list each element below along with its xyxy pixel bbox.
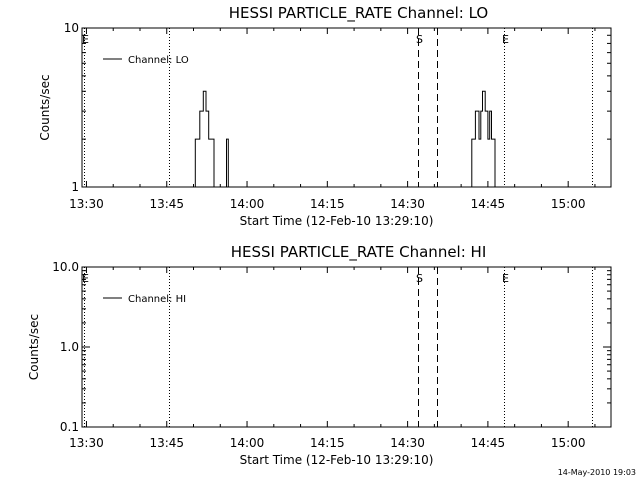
x-tick-label: 13:45: [149, 436, 184, 450]
event-marker-label: S: [416, 33, 423, 46]
legend-label: Channel: HI: [128, 294, 186, 305]
y-tick-label: 10: [64, 21, 79, 35]
series-line: [193, 90, 497, 188]
footer-timestamp: 14-May-2010 19:03: [558, 468, 636, 477]
chart-panel-1: HESSI PARTICLE_RATE Channel: LO 13:30 13:4…: [38, 4, 612, 228]
event-marker-label: S: [416, 272, 423, 285]
event-marker-label: E: [502, 272, 509, 285]
y-tick-label: 10.0: [52, 260, 79, 274]
chart-panel-2: HESSI PARTICLE_RATE Channel: HI 13:30 13:4…: [27, 243, 612, 467]
x-tick-label: 14:15: [310, 197, 345, 211]
event-marker-label: E: [82, 272, 89, 285]
x-tick-label: 15:00: [551, 197, 586, 211]
x-tick-label: 13:30: [69, 197, 104, 211]
event-marker-label: E: [82, 33, 89, 46]
x-tick-label: 14:45: [471, 197, 506, 211]
legend-label: Channel: LO: [128, 55, 189, 66]
x-tick-label: 14:00: [230, 197, 265, 211]
plot-frame: [81, 266, 612, 428]
y-tick-label: 0.1: [60, 420, 79, 434]
x-tick-label: 14:30: [390, 197, 425, 211]
x-tick-label: 14:45: [471, 436, 506, 450]
x-tick-label: 13:45: [149, 197, 184, 211]
x-tick-label: 14:15: [310, 436, 345, 450]
x-tick-label: 15:00: [551, 436, 586, 450]
y-axis-label: Counts/sec: [38, 74, 52, 140]
x-tick-label: 14:30: [390, 436, 425, 450]
y-tick-label: 1.0: [60, 340, 79, 354]
y-axis-label: Counts/sec: [27, 314, 41, 380]
x-tick-label: 13:30: [69, 436, 104, 450]
x-tick-label: 14:00: [230, 436, 265, 450]
x-axis-label: Start Time (12-Feb-10 13:29:10): [240, 214, 434, 228]
y-tick-label: 1: [71, 180, 79, 194]
x-axis-label: Start Time (12-Feb-10 13:29:10): [240, 453, 434, 467]
event-marker-label: E: [502, 33, 509, 46]
plot-frame: [81, 27, 612, 188]
chart-title: HESSI PARTICLE_RATE Channel: LO: [229, 4, 488, 23]
chart-title: HESSI PARTICLE_RATE Channel: HI: [231, 243, 487, 262]
